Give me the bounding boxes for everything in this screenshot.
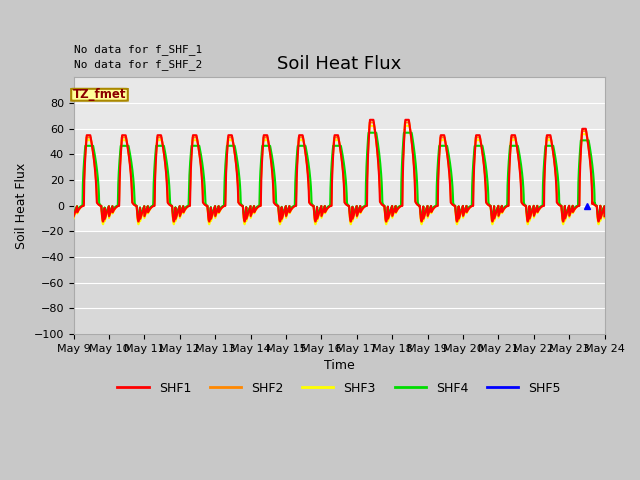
FancyBboxPatch shape (71, 89, 128, 101)
SHF4 (162, 153, 170, 158)
SHF2 (591, 202, 598, 207)
Line: SHF1: SHF1 (74, 120, 605, 221)
SHF1 (601, 213, 609, 219)
SHF1 (366, 117, 374, 123)
Line: SHF3: SHF3 (74, 126, 605, 224)
SHF1 (131, 202, 138, 208)
SHF4 (595, 214, 602, 219)
SHF1 (273, 203, 281, 208)
SHF1 (162, 166, 170, 172)
SHF3 (591, 202, 598, 207)
Line: SHF4: SHF4 (74, 132, 605, 216)
SHF1 (296, 132, 304, 138)
Text: TZ_fmet: TZ_fmet (73, 88, 126, 101)
SHF3 (131, 202, 138, 207)
SHF2 (296, 134, 304, 140)
Text: No data for f_SHF_2: No data for f_SHF_2 (74, 60, 202, 71)
SHF2 (366, 120, 374, 125)
SHF4 (601, 210, 609, 216)
SHF3 (595, 221, 602, 227)
SHF2 (162, 164, 170, 169)
SHF3 (273, 203, 281, 208)
SHF3 (162, 164, 170, 170)
SHF4 (591, 187, 598, 193)
Y-axis label: Soil Heat Flux: Soil Heat Flux (15, 163, 28, 249)
X-axis label: Time: Time (324, 360, 355, 372)
SHF4 (131, 189, 138, 194)
SHF4 (533, 204, 541, 209)
SHF4 (296, 143, 304, 149)
SHF4 (273, 202, 281, 208)
Bar (74, 231, 605, 334)
Text: No data for f_SHF_1: No data for f_SHF_1 (74, 44, 202, 55)
SHF2 (533, 204, 541, 209)
SHF1 (533, 204, 541, 209)
Line: SHF2: SHF2 (74, 122, 605, 222)
Legend: SHF1, SHF2, SHF3, SHF4, SHF5: SHF1, SHF2, SHF3, SHF4, SHF5 (113, 377, 566, 400)
SHF3 (366, 123, 374, 129)
SHF3 (70, 215, 77, 221)
SHF4 (70, 210, 77, 216)
SHF1 (70, 213, 77, 219)
SHF1 (595, 218, 602, 224)
SHF2 (70, 214, 77, 219)
SHF3 (296, 137, 304, 143)
SHF1 (591, 202, 598, 207)
SHF3 (533, 204, 541, 209)
SHF2 (601, 214, 609, 219)
SHF2 (131, 202, 138, 207)
SHF4 (365, 130, 372, 135)
SHF2 (595, 219, 602, 225)
Title: Soil Heat Flux: Soil Heat Flux (277, 55, 401, 73)
SHF3 (601, 215, 609, 221)
SHF2 (273, 203, 281, 208)
